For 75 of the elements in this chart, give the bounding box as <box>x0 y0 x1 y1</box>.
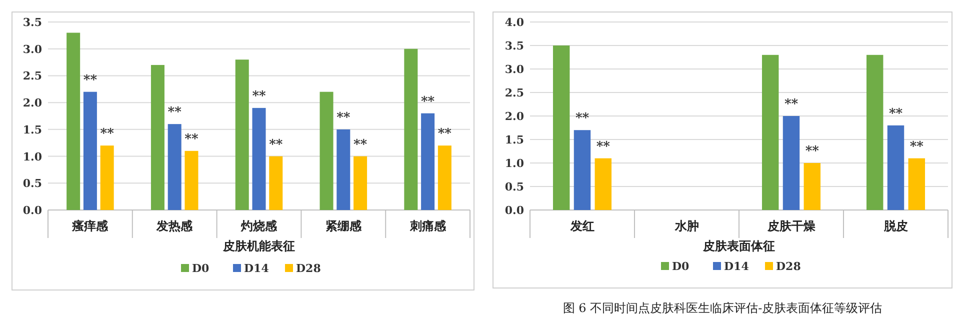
annotation: ** <box>184 132 198 147</box>
annotation: ** <box>168 105 182 120</box>
bar <box>574 130 591 210</box>
y-tick-label: 3.5 <box>504 40 524 52</box>
x-axis-title: 皮肤表面体征 <box>702 239 775 253</box>
annotation: ** <box>83 72 98 88</box>
bar <box>552 46 570 210</box>
bar <box>336 129 350 210</box>
legend-label: D0 <box>192 262 210 275</box>
bar <box>804 163 821 210</box>
bar <box>908 158 926 210</box>
y-tick-label: 4.0 <box>504 16 524 29</box>
x-tick-label: 发热感 <box>156 219 194 233</box>
y-tick-label: 3.5 <box>22 16 42 29</box>
legend-label: D14 <box>244 262 270 275</box>
x-tick-label: 皮肤干燥 <box>766 219 816 233</box>
y-tick-label: 2.0 <box>22 96 42 110</box>
annotation: ** <box>596 139 610 154</box>
y-tick-label: 1.5 <box>22 123 42 136</box>
bar <box>762 54 779 210</box>
legend-label: D0 <box>672 260 690 273</box>
x-tick-label: 发红 <box>569 219 594 233</box>
bar <box>887 125 904 210</box>
bar <box>269 156 283 210</box>
y-tick-label: 1.0 <box>22 150 42 164</box>
y-tick-label: 2.0 <box>504 110 524 123</box>
annotation: ** <box>575 111 590 126</box>
bar <box>866 54 884 210</box>
y-tick-label: 0.0 <box>22 204 42 217</box>
bar <box>320 92 334 210</box>
bar <box>184 150 198 210</box>
bar <box>168 124 182 210</box>
annotation: ** <box>784 97 798 112</box>
x-tick-label: 脱皮 <box>882 219 908 233</box>
bar <box>83 92 97 210</box>
legend-label: D14 <box>724 260 750 273</box>
x-axis-title: 皮肤机能表征 <box>222 239 295 253</box>
annotation: ** <box>910 139 924 154</box>
bar <box>438 146 452 210</box>
annotation: ** <box>336 110 350 126</box>
bar <box>252 108 266 210</box>
y-tick-label: 3.0 <box>504 63 524 76</box>
bar <box>354 156 368 210</box>
legend-label: D28 <box>776 260 802 273</box>
y-tick-label: 1.5 <box>504 134 524 146</box>
annotation: ** <box>353 137 368 152</box>
annotation: ** <box>252 88 266 104</box>
y-tick-label: 2.5 <box>22 70 42 83</box>
y-tick-label: 2.5 <box>504 86 524 100</box>
x-tick-label: 瘙痒感 <box>71 219 110 233</box>
bar <box>594 158 612 210</box>
annotation: ** <box>100 126 114 142</box>
x-tick-label: 灼烧感 <box>240 219 278 233</box>
annotation: ** <box>438 126 452 142</box>
y-tick-label: 0.5 <box>504 180 524 194</box>
x-tick-label: 水肿 <box>674 219 699 233</box>
bar <box>404 48 418 210</box>
annotation: ** <box>888 106 903 122</box>
y-tick-label: 0.5 <box>22 177 42 190</box>
annotation: ** <box>805 144 820 159</box>
y-tick-label: 0.0 <box>504 204 524 217</box>
x-tick-label: 刺痛感 <box>408 219 447 233</box>
bar <box>100 146 114 210</box>
x-tick-label: 紧绷感 <box>325 219 362 233</box>
y-tick-label: 3.0 <box>22 42 42 56</box>
annotation: ** <box>420 94 435 110</box>
y-tick-label: 1.0 <box>504 157 524 170</box>
bar <box>235 60 249 210</box>
bar <box>150 64 164 210</box>
caption: 图 6 不同时间点皮肤科医生临床评估-皮肤表面体征等级评估 <box>562 301 882 315</box>
legend-label: D28 <box>296 262 322 275</box>
annotation: ** <box>269 137 283 152</box>
bar <box>421 113 435 210</box>
bar <box>782 116 800 210</box>
bar <box>66 32 80 210</box>
